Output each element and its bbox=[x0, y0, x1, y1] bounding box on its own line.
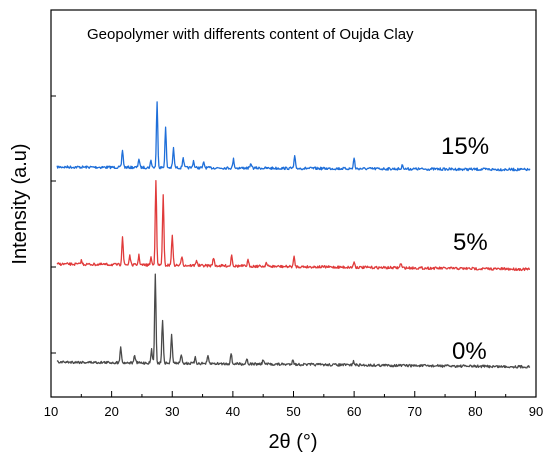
series-label-5-percent: 5% bbox=[453, 229, 488, 256]
x-tick-label: 20 bbox=[104, 404, 118, 419]
x-tick-label: 70 bbox=[408, 404, 422, 419]
series-layer: 15% 5% 0% bbox=[56, 101, 531, 369]
x-axis-ticks: 10 20 30 40 50 60 70 80 90 bbox=[44, 391, 543, 419]
x-tick-label: 60 bbox=[347, 404, 361, 419]
x-axis-label: 2θ (°) bbox=[268, 431, 317, 453]
x-tick-label: 50 bbox=[286, 404, 300, 419]
x-tick-label: 30 bbox=[165, 404, 179, 419]
x-tick-label: 90 bbox=[529, 404, 543, 419]
chart-title: Geopolymer with differents content of Ou… bbox=[87, 26, 414, 43]
series-label-15-percent: 15% bbox=[441, 133, 489, 160]
x-tick-label: 80 bbox=[468, 404, 482, 419]
series-line-0-percent bbox=[56, 273, 531, 369]
x-tick-label: 40 bbox=[226, 404, 240, 419]
series-label-0-percent: 0% bbox=[452, 338, 487, 365]
series-line-5-percent bbox=[56, 179, 530, 272]
series-line-15-percent bbox=[56, 101, 531, 172]
y-axis-label: Intensity (a.u) bbox=[9, 143, 31, 264]
y-axis-ticks bbox=[51, 95, 56, 354]
x-tick-label: 10 bbox=[44, 404, 58, 419]
